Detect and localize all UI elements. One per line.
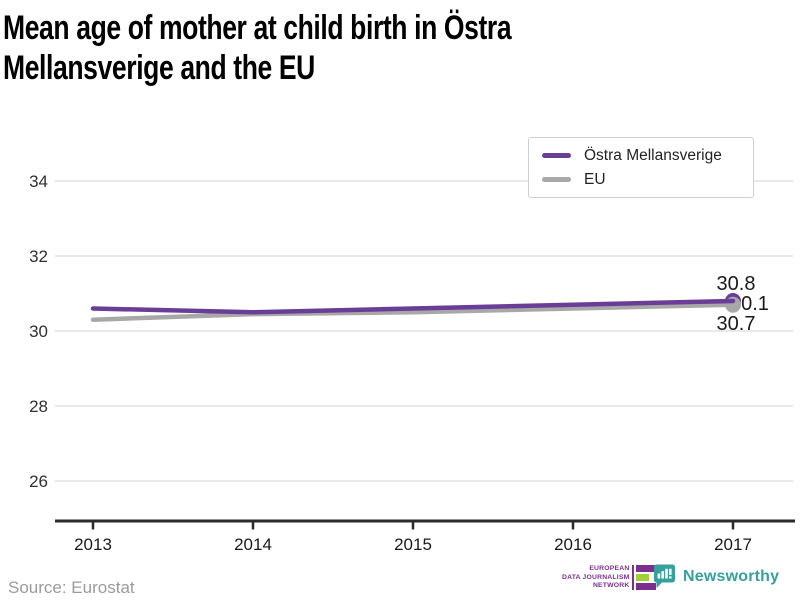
edjnet-logo-text: EUROPEAN DATA JOURNALISM NETWORK [562,565,629,591]
chart-title-line1: Mean age of mother at child birth in Öst… [3,9,512,47]
x-tick-label: 2016 [554,535,592,554]
legend: Östra Mellansverige EU [528,137,754,198]
x-tick-label: 2014 [234,535,272,554]
edjnet-line1: EUROPEAN [589,565,630,572]
y-tick-label: 30 [29,322,48,341]
y-tick-label: 32 [29,247,48,266]
legend-label-eu: EU [584,170,606,188]
series-line-eu [90,302,736,322]
newsworthy-logo: Newsworthy [653,564,779,589]
legend-swatch-ostra [542,153,571,158]
series-line-ostra-mellansverige [90,298,736,315]
source-note: Source: Eurostat [8,578,135,597]
legend-label-ostra: Östra Mellansverige [584,146,722,164]
x-tick-label: 2017 [714,535,752,554]
edjnet-line3: NETWORK [592,582,630,589]
y-tick-label: 26 [29,472,48,491]
edjnet-logo: EUROPEAN DATA JOURNALISM NETWORK [562,565,657,591]
legend-item-eu: EU [529,171,753,189]
y-tick-label: 34 [29,172,48,191]
edjnet-logo-icon [632,565,657,591]
legend-swatch-eu [542,177,571,182]
edjnet-line2: DATA JOURNALISM [562,573,630,581]
newsworthy-logo-label: Newsworthy [683,567,780,585]
newsworthy-logo-icon [654,564,675,588]
chart-title: Mean age of mother at child birth in Öst… [3,8,604,88]
legend-item-ostra-mellansverige: Östra Mellansverige [529,147,753,165]
y-tick-label: 28 [29,397,48,416]
end-value-ostra: 30.8 [717,273,756,295]
end-value-difference: 0.1 [741,293,769,315]
x-tick-label: 2015 [394,535,432,554]
x-tick-label: 2013 [74,535,112,554]
end-value-eu: 30.7 [717,313,756,335]
chart-title-line2: Mellansverige and the EU [3,49,315,87]
